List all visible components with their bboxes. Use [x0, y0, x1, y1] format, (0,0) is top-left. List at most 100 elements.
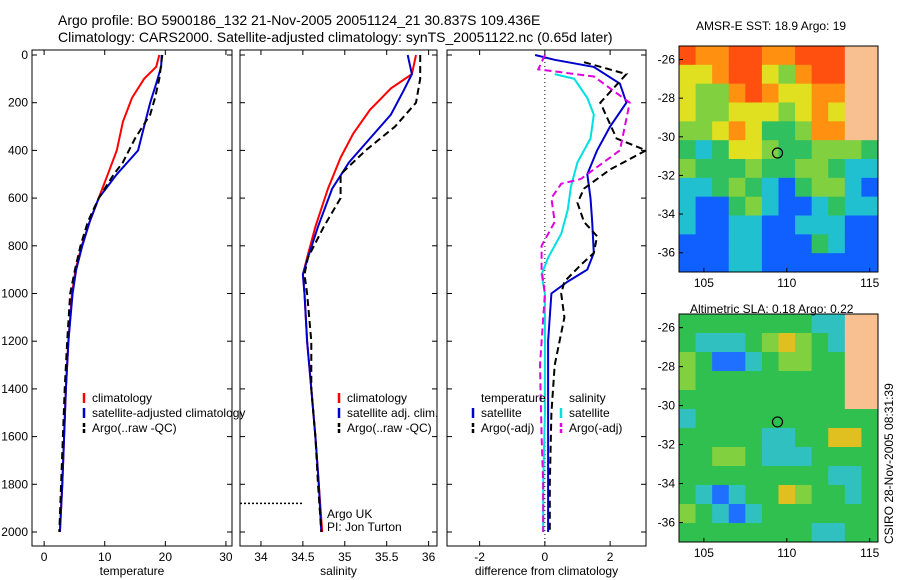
sla_map-cell — [844, 333, 862, 353]
sla_map-cell — [861, 409, 879, 429]
sst_map-cell — [861, 253, 879, 273]
difference-series-salinity-argo-adj- — [536, 54, 631, 532]
sst_map-cell — [761, 64, 779, 85]
sla_map-cell — [761, 352, 779, 372]
sla_map-cell — [695, 428, 713, 448]
depth-tick-label: 200 — [8, 96, 28, 110]
sla_map-cell — [728, 314, 746, 334]
sst_map-xtick-label: 110 — [777, 276, 796, 290]
sla_map-cell — [778, 485, 796, 505]
sst_map-cell — [811, 121, 829, 141]
sst_map-cell — [695, 215, 713, 235]
temperature-legend-label: satellite-adjusted climatology — [92, 406, 245, 420]
sst_map-cell — [712, 253, 730, 273]
sla_map-cell — [728, 466, 746, 486]
sst_map-cell — [745, 196, 763, 216]
sst_map-cell — [679, 121, 697, 141]
sla_map-cell — [745, 485, 763, 505]
difference-temperature-legend-label: satellite — [481, 406, 522, 420]
difference-salinity-legend-label: satellite — [569, 406, 610, 420]
difference-xtick-label: 0 — [542, 550, 549, 564]
sla_map-cell — [695, 485, 713, 505]
sla_map-cell — [811, 371, 829, 391]
sla_map-cell — [712, 390, 730, 410]
sla_map-cell — [728, 371, 746, 391]
sla_map-cell — [861, 523, 879, 543]
sst_map-cell — [728, 102, 746, 122]
sla_map-cell — [844, 523, 862, 543]
sst_map-cell — [828, 121, 846, 141]
sla_map-cell — [861, 504, 879, 524]
sst_map-cell — [712, 102, 730, 122]
sla_map-cell — [811, 314, 829, 334]
sla_map-cell — [679, 428, 697, 448]
sst_map-cell — [844, 177, 862, 198]
sst_map-cell — [778, 234, 796, 254]
sst_map-cell — [679, 234, 697, 254]
depth-tick-label: 800 — [8, 239, 28, 253]
sla_map-cell — [679, 447, 697, 467]
temperature-legend-label: Argo(..raw -QC) — [92, 421, 177, 435]
sla_map-cell — [728, 504, 746, 524]
sst_map-cell — [761, 196, 779, 216]
sst_map-cell — [828, 83, 846, 103]
sst_map-cell — [745, 46, 763, 66]
sst_map-cell — [745, 121, 763, 141]
sst_map-cell — [844, 64, 862, 85]
sla_map-cell — [861, 485, 879, 505]
depth-tick-label: 1400 — [1, 382, 28, 396]
footer-stamp: CSIRO 28-Nov-2005 08:31:39 — [882, 383, 896, 544]
sst_map-cell — [811, 196, 829, 216]
sst_map-cell — [745, 177, 763, 198]
sst_map-ytick-label: -34 — [658, 207, 676, 221]
sla_map-cell — [695, 409, 713, 429]
sla_map-cell — [761, 390, 779, 410]
sla_map-cell — [828, 428, 846, 448]
sst_map-cell — [778, 177, 796, 198]
sst_map-cell — [795, 83, 813, 103]
difference-temperature-legend-label: temperature — [481, 391, 546, 405]
sst_map-cell — [745, 83, 763, 103]
sst_map-cell — [861, 102, 879, 122]
sla_map-cell — [811, 409, 829, 429]
sst_map-cell — [811, 83, 829, 103]
sst_map-argo-marker — [771, 147, 784, 159]
sla_map-cell — [844, 485, 862, 505]
sst_map-cell — [828, 64, 846, 85]
sla_map-frame — [678, 313, 879, 543]
sla_map-cell — [695, 390, 713, 410]
sla_map-cell — [844, 409, 862, 429]
sst_map-cell — [811, 140, 829, 160]
salinity-axes-frame — [239, 49, 438, 547]
sla_map-ytick-label: -34 — [658, 477, 676, 491]
sla_map-cell — [795, 485, 813, 505]
header-line-1: Argo profile: BO 5900186_132 21-Nov-2005… — [58, 12, 541, 28]
sst_map-cell — [712, 215, 730, 235]
sst_map-cell — [795, 46, 813, 66]
sla_map-cell — [828, 504, 846, 524]
sla_map-cell — [778, 447, 796, 467]
sla_map-cell — [695, 504, 713, 524]
sla_map-cell — [778, 523, 796, 543]
sla_map-cell — [695, 352, 713, 372]
sst_map-cell — [712, 140, 730, 160]
sla_map-cell — [811, 466, 829, 486]
sst_map-cell — [795, 253, 813, 273]
sla_map-cell — [745, 447, 763, 467]
sst_map-cell — [795, 159, 813, 179]
sla_map-cell — [679, 352, 697, 372]
sst_map-cell — [745, 159, 763, 179]
sst_map-cell — [778, 253, 796, 273]
sla_map-cell — [695, 466, 713, 486]
sla_map-ytick-label: -30 — [658, 399, 676, 413]
sla_map-cell — [695, 447, 713, 467]
sla_map-cell — [778, 371, 796, 391]
sla_map-cell — [795, 447, 813, 467]
sst_map-cell — [795, 196, 813, 216]
sla_map-cell — [761, 428, 779, 448]
temperature-xlabel: temperature — [100, 564, 165, 578]
sst_map-cell — [728, 64, 746, 85]
salinity-series-argo-raw-qc- — [303, 55, 422, 533]
sst_map-cell — [778, 121, 796, 141]
sla_map-cell — [828, 466, 846, 486]
